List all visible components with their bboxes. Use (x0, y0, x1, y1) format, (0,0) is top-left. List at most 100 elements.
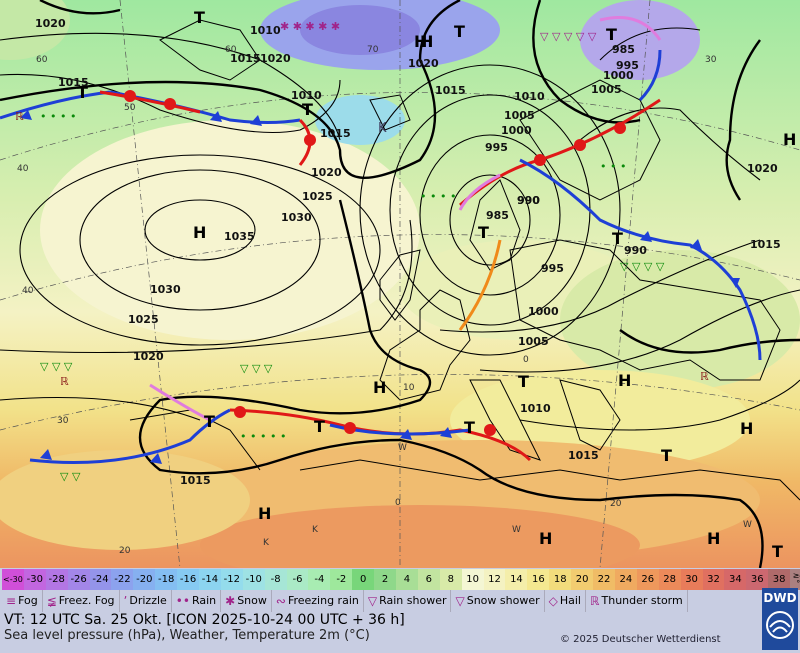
isobar-labels: 1020 1015 1010 1015 1010 1015 1020 1025 … (35, 17, 781, 487)
map-small-label: 20 (610, 499, 622, 509)
svg-text:ℝ: ℝ (60, 375, 69, 388)
map-small-label: K (378, 121, 387, 136)
drizzle-icon: ʼ (123, 594, 128, 608)
map-small-label: K (312, 525, 319, 535)
temperature-patches (0, 0, 800, 568)
pressure-center: T (464, 418, 475, 437)
weather-legend-item: ▽ Snow shower (451, 590, 545, 612)
weather-legend-item: ◇ Hail (545, 590, 586, 612)
scale-cell: 10 (461, 569, 484, 590)
pressure-center: H (539, 529, 552, 548)
isobar-label: 1020 (408, 57, 439, 70)
scale-cell: 18 (549, 569, 572, 590)
weather-legend-label: Rain (191, 594, 217, 607)
weather-legend-label: Snow (237, 594, 267, 607)
scale-cell: -20 (133, 569, 156, 590)
svg-text:▽ ▽ ▽ ▽ ▽: ▽ ▽ ▽ ▽ ▽ (540, 30, 597, 43)
isobar-label: 1000 (501, 124, 532, 137)
isobar-label: 1020 (260, 52, 291, 65)
isobars-bold (0, 0, 800, 568)
scale-cell: -4 (308, 569, 331, 590)
scale-cell: -12 (220, 569, 243, 590)
weather-legend-item: ʼ Drizzle (120, 590, 172, 612)
isobar-label: 1025 (128, 313, 159, 326)
map-small-labels: 60 60 70 50 40 40 30 20 20 30 0 0 10 W K… (17, 45, 752, 556)
pressure-center: T (314, 417, 325, 436)
weather-legend-item: ▽ Rain shower (364, 590, 452, 612)
scale-cell: 12 (483, 569, 506, 590)
pressure-center: H (414, 32, 427, 51)
pressure-center: H (707, 529, 720, 548)
isobar-label: 1000 (528, 305, 559, 318)
pressure-center: T (302, 100, 313, 119)
isobar-label: 1015 (180, 474, 211, 487)
isobar-label: 1005 (518, 335, 549, 348)
pressure-center: H (740, 419, 753, 438)
snow-shower-icon: ▽ (455, 594, 465, 608)
pressure-center: T (204, 412, 215, 431)
weather-legend-item: ℝ Thunder storm (586, 590, 688, 612)
pressure-center: T (612, 229, 623, 248)
map-small-label: K (263, 538, 270, 548)
isobar-label: 985 (486, 209, 509, 222)
scale-cell: -22 (111, 569, 134, 590)
scale-cell: 20 (571, 569, 594, 590)
pressure-center: T (454, 22, 465, 41)
fog-icon: ≡ (6, 594, 17, 608)
hail-icon: ◇ (548, 594, 558, 608)
map-small-label: 50 (124, 103, 136, 113)
weather-map: • • • • • • • • • • • ▽ ▽ ▽ ▽ ▽ ▽ ▽ ▽ ▽ … (0, 0, 800, 568)
thunderstorm-icon: ℝ (589, 594, 600, 608)
pressure-center: T (77, 83, 88, 102)
pressure-center: H (783, 130, 796, 149)
weather-legend-label: Fog (18, 594, 38, 607)
isobar-label: 1020 (35, 17, 66, 30)
pressure-center: H (373, 378, 386, 397)
temperature-scale: <-30 -30 -28 -26 -24 -22 -20 -18 -16 -14 -12 -10 -8-… (2, 569, 800, 590)
weather-legend-label: Freezing rain (287, 594, 359, 607)
scale-cell: 38 (768, 569, 791, 590)
fronts (0, 16, 762, 464)
scale-cell: 34 (724, 569, 747, 590)
map-subtitle: Sea level pressure (hPa), Weather, Tempe… (4, 628, 370, 643)
isobar-label: 1000 (603, 69, 634, 82)
map-small-label: 40 (17, 164, 29, 174)
scale-cell: -30 (23, 569, 46, 590)
pressure-center: H (258, 504, 271, 523)
scale-cell: 6 (417, 569, 440, 590)
svg-text:▽ ▽ ▽: ▽ ▽ ▽ (40, 360, 73, 373)
isobar-label: 985 (612, 43, 635, 56)
isobar-label: 1015 (568, 449, 599, 462)
svg-text:▽ ▽ ▽ ▽: ▽ ▽ ▽ ▽ (620, 260, 665, 273)
weather-legend-item: ∾ Freezing rain (272, 590, 364, 612)
isobar-label: 1025 (302, 190, 333, 203)
scale-cell: -2 (330, 569, 353, 590)
weather-legend-label: Freez. Fog (58, 594, 115, 607)
weather-legend-item: ≡ Fog (2, 590, 43, 612)
copyright: © 2025 Deutscher Wetterdienst (560, 634, 721, 645)
svg-text:• • •: • • • (600, 160, 626, 173)
pressure-center: H (618, 371, 631, 390)
map-small-label: 0 (523, 355, 529, 365)
scale-cell: -16 (177, 569, 200, 590)
isobar-label: 1030 (150, 283, 181, 296)
scale-cell: 8 (439, 569, 462, 590)
scale-cell: ≥40 °C (790, 569, 800, 590)
valid-time: VT: 12 UTC Sa. 25 Okt. [ICON 2025-10-24 … (4, 612, 405, 628)
isobar-label: 1020 (133, 350, 164, 363)
weather-legend-item: ≨ Freez. Fog (43, 590, 120, 612)
weather-legend: ≡ Fog ≨ Freez. Fog ʼ Drizzle •• Rain ✱ Snow ∾ Freez… (2, 590, 762, 612)
pressure-center: T (194, 8, 205, 27)
isobar-label: 1005 (504, 109, 535, 122)
weather-legend-label: Thunder storm (601, 594, 683, 607)
scale-cell: -6 (286, 569, 309, 590)
map-small-label: 20 (119, 546, 131, 556)
svg-text:• • • •: • • • • (420, 190, 456, 203)
svg-text:ℝ: ℝ (15, 110, 24, 123)
map-small-label: 0 (395, 498, 401, 508)
weather-legend-label: Drizzle (129, 594, 167, 607)
dwd-logo-icon (766, 611, 794, 639)
svg-text:ℝ: ℝ (700, 370, 709, 383)
map-small-label: 70 (367, 45, 379, 55)
isobar-label: 1010 (514, 90, 545, 103)
